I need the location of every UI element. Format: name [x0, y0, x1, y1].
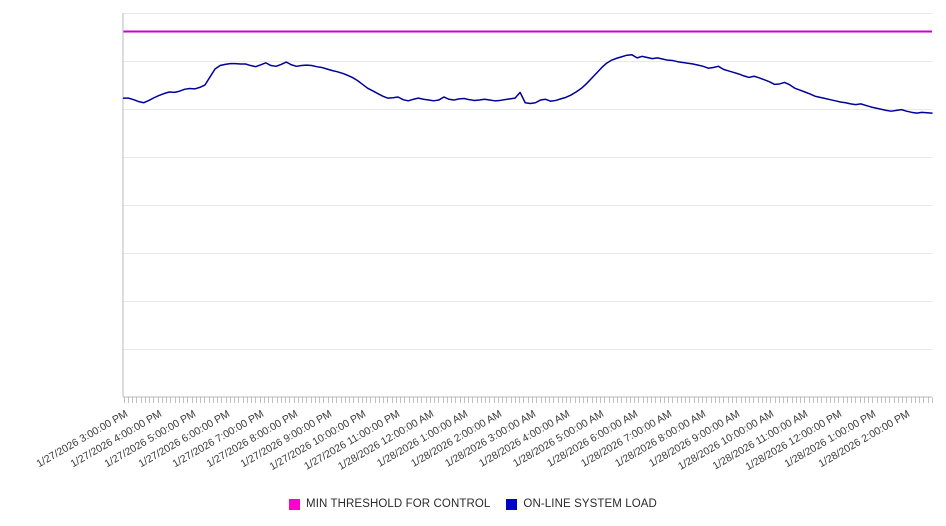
legend-swatch-magenta	[289, 498, 301, 510]
axis-lines	[122, 13, 932, 398]
legend-item-min-threshold-for-control[interactable]: MIN THRESHOLD FOR CONTROL	[289, 498, 490, 510]
legend-label-on-line-system-load: ON-LINE SYSTEM LOAD	[523, 498, 657, 510]
x-minor-ticks	[124, 397, 933, 403]
chart-legend: MIN THRESHOLD FOR CONTROL ON-LINE SYSTEM…	[0, 498, 946, 510]
legend-label-min-threshold-for-control: MIN THRESHOLD FOR CONTROL	[306, 498, 491, 510]
legend-item-on-line-system-load[interactable]: ON-LINE SYSTEM LOAD	[506, 498, 657, 510]
gridlines	[123, 13, 932, 350]
series-line-on-line-system-load	[122, 54, 933, 114]
legend-swatch-blue	[506, 498, 518, 510]
